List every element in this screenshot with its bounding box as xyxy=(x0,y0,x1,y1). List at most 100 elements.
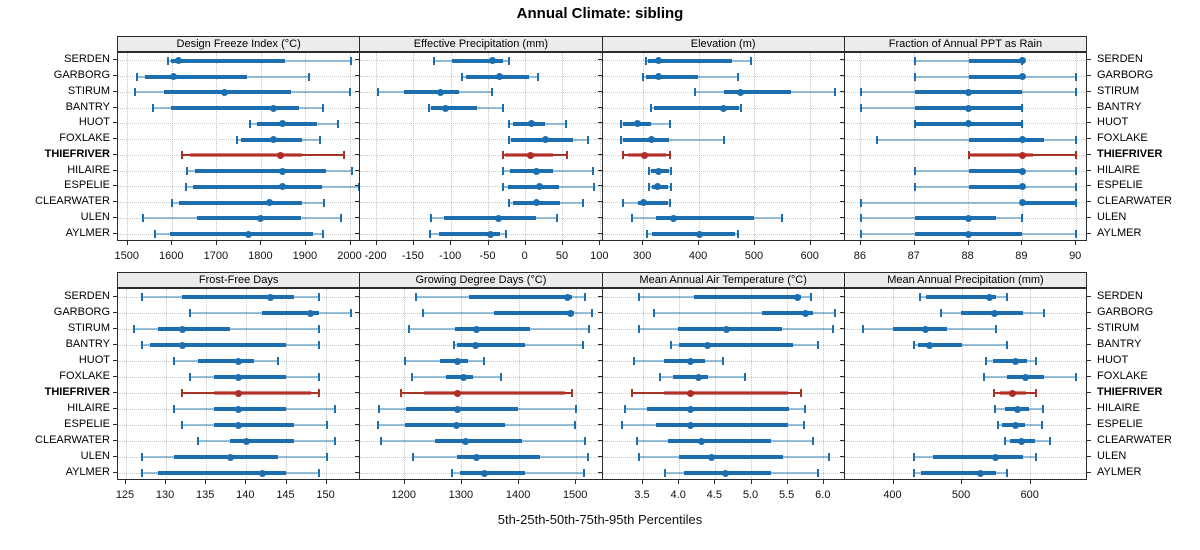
whisker-cap-5th xyxy=(142,214,145,223)
whisker-cap-5th xyxy=(189,309,192,317)
median-dot xyxy=(965,88,973,96)
whisker-cap-95th xyxy=(668,119,671,128)
median-dot xyxy=(279,183,287,191)
whisker-cap-5th xyxy=(153,230,156,239)
y-tick-mark xyxy=(355,423,360,425)
y-tick-mark xyxy=(113,59,117,61)
vertical-gridline xyxy=(205,289,207,479)
whisker-cap-95th xyxy=(483,357,486,365)
interquartile-bar-25th-75th xyxy=(493,311,574,315)
x-tick-label: 3.5 xyxy=(634,489,650,501)
row-gridline xyxy=(602,170,844,172)
y-tick-mark xyxy=(1087,471,1091,473)
median-dot xyxy=(441,104,449,112)
site-label-left-stirum: STIRUM xyxy=(67,84,110,97)
interquartile-bar-25th-75th xyxy=(170,232,313,237)
whisker-cap-95th xyxy=(588,325,591,333)
median-dot xyxy=(965,214,973,222)
whisker-cap-95th xyxy=(349,56,352,65)
x-tick-label: -200 xyxy=(364,250,387,262)
interquartile-bar-25th-75th xyxy=(214,423,295,427)
x-tick-mark xyxy=(859,241,861,245)
interquartile-bar-25th-75th xyxy=(262,311,319,315)
whisker-cap-5th xyxy=(427,104,430,113)
whisker-cap-5th xyxy=(173,357,176,365)
whisker-cap-5th xyxy=(450,469,453,477)
panel-title: Mean Annual Air Temperature (°C) xyxy=(639,274,807,286)
interquartile-bar-25th-75th xyxy=(664,359,705,363)
median-dot xyxy=(977,469,985,477)
y-tick-mark xyxy=(597,295,602,297)
y-tick-mark xyxy=(839,106,844,108)
y-tick-mark xyxy=(839,439,844,441)
whisker-cap-95th xyxy=(321,104,324,113)
median-dot xyxy=(686,405,694,413)
median-dot xyxy=(670,214,678,222)
x-tick-label: 4.5 xyxy=(706,489,722,501)
x-tick-mark xyxy=(165,480,167,484)
whisker-cap-95th xyxy=(1040,421,1043,429)
interquartile-bar-25th-75th xyxy=(456,455,541,459)
whisker-cap-5th xyxy=(410,373,413,381)
whisker-cap-95th xyxy=(1035,357,1038,365)
x-tick-mark xyxy=(822,480,824,484)
vertical-gridline xyxy=(678,289,680,479)
site-label-right-aylmer: AYLMER xyxy=(1097,226,1142,239)
whisker-cap-5th xyxy=(461,72,464,81)
whisker-cap-5th xyxy=(399,389,402,397)
site-label-right-clearwater: CLEARWATER xyxy=(1097,433,1172,446)
vertical-gridline xyxy=(860,53,862,240)
y-tick-mark xyxy=(839,59,844,61)
whisker-cap-95th xyxy=(583,469,586,477)
whisker-cap-95th xyxy=(1034,389,1037,397)
site-label-right-espelie: ESPELIE xyxy=(1097,179,1143,192)
whisker-cap-5th xyxy=(913,56,916,65)
y-tick-mark xyxy=(1087,232,1091,234)
vertical-gridline xyxy=(125,289,127,479)
whisker-cap-5th xyxy=(170,198,173,207)
interquartile-bar-25th-75th xyxy=(193,184,322,189)
whisker-cap-95th xyxy=(587,135,590,144)
y-tick-mark xyxy=(1087,375,1091,377)
whisker-cap-5th xyxy=(669,341,672,349)
whisker-cap-5th xyxy=(913,341,916,349)
site-label-right-foxlake: FOXLAKE xyxy=(1097,369,1148,382)
y-tick-mark xyxy=(355,232,360,234)
median-dot xyxy=(480,469,488,477)
vertical-gridline xyxy=(599,53,601,240)
whisker-cap-95th xyxy=(737,230,740,239)
interquartile-bar-25th-75th xyxy=(679,343,793,347)
interquartile-bar-25th-75th xyxy=(655,216,755,221)
interquartile-bar-25th-75th xyxy=(918,343,963,347)
median-dot xyxy=(242,437,250,445)
site-label-left-hilaire: HILAIRE xyxy=(67,401,110,414)
whisker-cap-95th xyxy=(565,151,568,160)
row-gridline xyxy=(602,186,844,188)
vertical-gridline xyxy=(892,289,894,479)
whisker-cap-5th xyxy=(918,293,921,301)
panel-2 xyxy=(601,52,845,241)
y-tick-mark xyxy=(1087,359,1091,361)
y-tick-mark xyxy=(839,295,844,297)
y-tick-mark xyxy=(1087,439,1091,441)
median-dot xyxy=(654,183,662,191)
whisker-cap-5th xyxy=(992,389,995,397)
x-tick-label: 50 xyxy=(555,250,569,262)
whisker-cap-95th xyxy=(721,357,724,365)
interquartile-bar-25th-75th xyxy=(230,439,295,443)
interquartile-bar-25th-75th xyxy=(672,375,708,379)
x-tick-label: 1800 xyxy=(248,250,273,262)
y-tick-mark xyxy=(355,407,360,409)
site-label-right-garborg: GARBORG xyxy=(1097,69,1154,82)
median-dot xyxy=(1017,437,1025,445)
whisker-cap-95th xyxy=(317,325,320,333)
median-dot xyxy=(655,167,663,175)
whisker-cap-95th xyxy=(317,389,320,397)
whisker-cap-5th xyxy=(859,104,862,113)
x-tick-label: 100 xyxy=(590,250,609,262)
whisker-cap-5th xyxy=(619,135,622,144)
whisker-cap-95th xyxy=(322,198,325,207)
whisker-cap-5th xyxy=(621,198,624,207)
median-dot xyxy=(265,199,273,207)
x-tick-label: 4.0 xyxy=(670,489,686,501)
